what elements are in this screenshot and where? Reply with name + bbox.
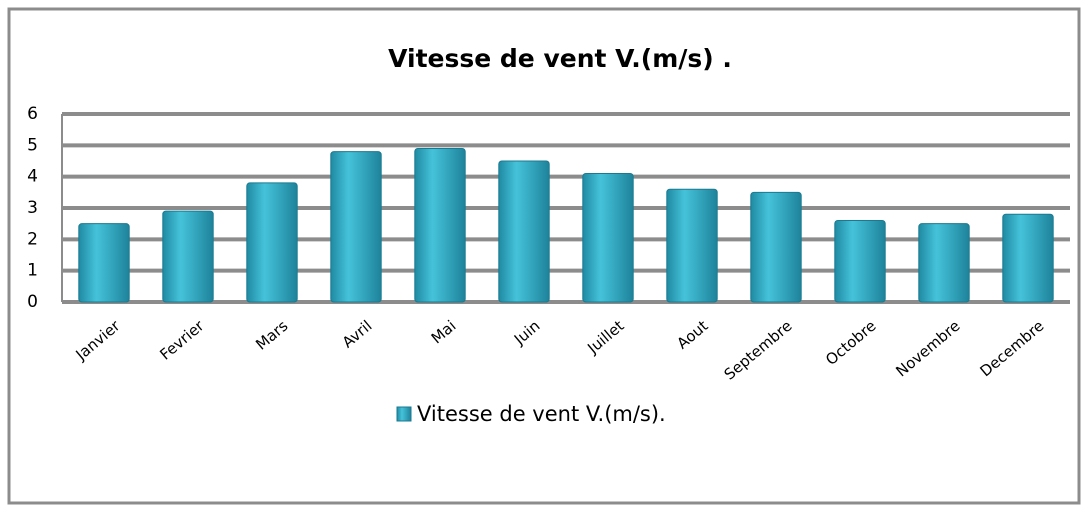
legend-label: Vitesse de vent V.(m/s). (417, 402, 666, 426)
bar (246, 182, 298, 303)
y-tick-label: 0 (27, 292, 38, 312)
bar (582, 173, 634, 303)
chart-title: Vitesse de vent V.(m/s) . (388, 44, 732, 73)
bar (834, 220, 886, 303)
bar (666, 188, 718, 303)
bar (918, 223, 970, 303)
bar (162, 210, 214, 303)
y-tick-label: 1 (27, 261, 38, 281)
bar (498, 160, 550, 303)
legend-swatch (396, 406, 412, 422)
bar (78, 223, 130, 303)
y-tick-label: 6 (27, 104, 38, 124)
bar (414, 147, 466, 303)
y-tick-label: 3 (27, 198, 38, 218)
bar (750, 191, 802, 303)
y-tick-label: 5 (27, 135, 38, 155)
bar (330, 151, 382, 303)
y-tick-label: 4 (27, 167, 38, 187)
bar (1002, 213, 1054, 303)
y-tick-label: 2 (27, 229, 38, 249)
